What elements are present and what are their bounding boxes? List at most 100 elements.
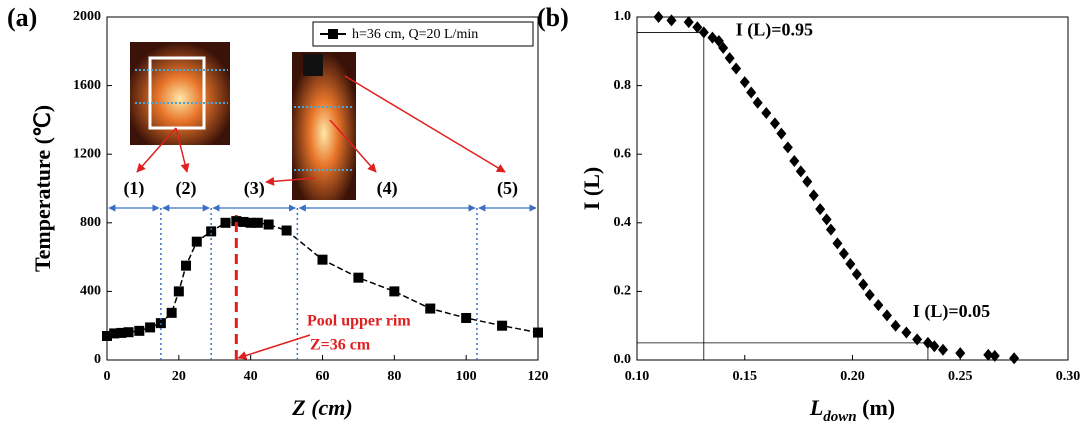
data-point	[653, 11, 664, 23]
x-tick-label: 0.20	[840, 369, 865, 384]
y-tick-label: 1.0	[614, 9, 632, 24]
y-tick-label: 800	[80, 215, 101, 230]
region-label: (1)	[123, 178, 144, 199]
data-point	[983, 348, 994, 361]
data-point	[1009, 352, 1020, 365]
x-axis-label-part: L	[809, 395, 823, 420]
data-point	[851, 268, 862, 281]
x-tick-label: 0.30	[1056, 369, 1081, 384]
data-point	[533, 327, 543, 338]
plot-frame	[636, 16, 1069, 361]
data-point	[901, 326, 912, 339]
data-point	[245, 217, 256, 228]
data-point	[166, 307, 177, 318]
data-point	[802, 175, 813, 188]
data-point	[776, 127, 787, 140]
data-point	[832, 237, 843, 250]
y-axis-label: I (L)	[579, 167, 604, 210]
data-point	[825, 223, 836, 236]
legend-marker	[328, 29, 338, 39]
data-point	[220, 217, 231, 228]
data-point	[881, 309, 892, 322]
y-tick-label: 0.2	[614, 284, 632, 299]
data-point	[252, 217, 263, 228]
data-point	[145, 322, 156, 333]
data-point	[353, 272, 364, 283]
x-tick-label: 20	[172, 369, 186, 384]
pointer-arrows	[136, 75, 506, 186]
data-point	[746, 86, 757, 99]
reference-label: I (L)=0.05	[913, 301, 990, 322]
data-point	[461, 312, 472, 323]
data-point	[929, 340, 940, 353]
data-point	[912, 333, 923, 346]
data-point	[173, 286, 184, 297]
x-tick-label: 0	[104, 369, 111, 384]
y-tick-label: 0.4	[614, 215, 632, 230]
y-tick-label: 1600	[73, 78, 101, 93]
data-point	[281, 225, 292, 236]
data-point	[858, 278, 869, 291]
x-tick-label: 80	[387, 369, 401, 384]
x-axis-label-part: down	[823, 409, 856, 425]
x-axis-label: Ldown (m)	[809, 395, 895, 425]
y-tick-label: 400	[80, 284, 101, 299]
photo-inset	[292, 52, 356, 200]
legend-box	[312, 21, 534, 47]
panel-label: (a)	[7, 3, 37, 32]
region-label: (3)	[244, 178, 265, 199]
x-tick-label: 0.25	[948, 369, 973, 384]
photo-inset	[130, 42, 230, 145]
data-point	[425, 303, 436, 314]
x-tick-label: 100	[456, 369, 477, 384]
rim-annotation: Pool upper rim	[307, 313, 411, 330]
data-point	[713, 35, 724, 48]
x-tick-label: 40	[244, 369, 258, 384]
data-point	[134, 325, 145, 336]
data-point	[123, 327, 134, 338]
data-point	[873, 299, 884, 312]
data-point	[782, 141, 793, 154]
x-tick-label: 0.10	[625, 369, 650, 384]
data-point	[666, 14, 677, 27]
data-point	[389, 286, 400, 297]
region-label: (4)	[377, 178, 398, 199]
data-point	[724, 52, 735, 65]
data-point	[955, 347, 966, 360]
data-point	[317, 254, 328, 265]
x-axis-label-part: (m)	[857, 395, 895, 420]
data-point	[191, 236, 202, 247]
rim-annotation: Z=36 cm	[310, 337, 371, 354]
data-point	[718, 41, 729, 54]
y-tick-label: 1200	[73, 146, 101, 161]
data-point	[789, 155, 800, 168]
data-point	[181, 260, 192, 271]
panel-label: (b)	[537, 3, 569, 32]
data-point	[739, 76, 750, 89]
data-point	[698, 26, 709, 39]
data-point	[116, 327, 127, 338]
data-point	[890, 319, 901, 332]
x-axis-label-part: Z (cm)	[291, 395, 352, 420]
legend-label: h=36 cm, Q=20 L/min	[352, 27, 478, 42]
x-tick-label: 60	[316, 369, 330, 384]
data-point	[263, 219, 274, 230]
series-line	[106, 220, 539, 337]
x-tick-label: 120	[528, 369, 549, 384]
y-tick-label: 0.8	[614, 78, 632, 93]
y-tick-label: 0	[94, 352, 101, 367]
data-point	[769, 117, 780, 130]
reference-label: I (L)=0.95	[736, 20, 813, 41]
y-tick-label: 0.0	[614, 352, 632, 367]
data-point	[231, 216, 242, 227]
data-point	[752, 96, 763, 109]
data-point	[206, 226, 217, 237]
y-tick-label: 2000	[73, 9, 101, 24]
data-point	[497, 320, 508, 331]
region-label: (2)	[176, 178, 197, 199]
x-tick-label: 0.15	[733, 369, 758, 384]
rim-arrow	[237, 334, 311, 360]
data-point	[808, 189, 819, 202]
data-point	[821, 213, 832, 226]
